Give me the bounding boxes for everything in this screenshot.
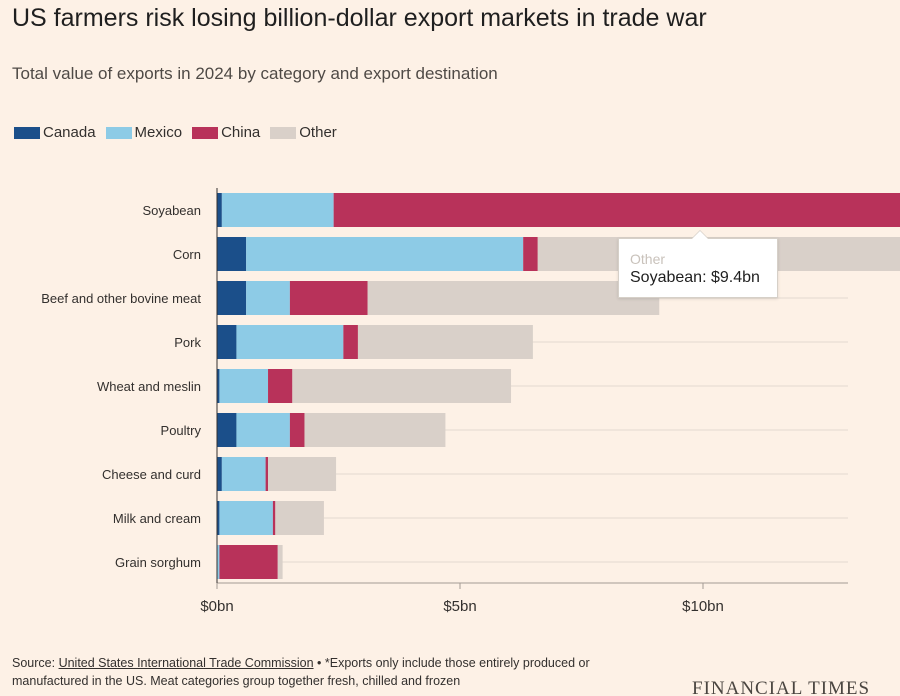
- tooltip-value: Soyabean: $9.4bn: [630, 269, 760, 286]
- tooltip-series: Other: [630, 251, 666, 267]
- bar-poultry-other: [304, 413, 446, 447]
- legend-item-china: China: [192, 124, 260, 141]
- category-label-grain-sorghum: Grain sorghum: [115, 555, 201, 570]
- bar-cheese-and-curd-china: [265, 457, 269, 491]
- bar-poultry-mexico: [236, 413, 290, 447]
- bar-cheese-and-curd-other: [268, 457, 337, 491]
- legend-swatch-china: [192, 126, 219, 139]
- legend-swatch-other: [270, 126, 297, 139]
- bar-beef-and-other-bovine-meat-other: [367, 281, 660, 315]
- legend-label-mexico: Mexico: [134, 124, 183, 141]
- legend-label-other: Other: [299, 124, 337, 141]
- legend-label-canada: Canada: [43, 124, 96, 141]
- bar-pork-china: [343, 325, 358, 359]
- bar-grain-sorghum-china: [219, 545, 278, 579]
- footnote: • *Exports only include those entirely p…: [12, 656, 590, 688]
- bar-poultry-canada: [217, 413, 237, 447]
- bar-pork-canada: [217, 325, 237, 359]
- brand-logo: FINANCIAL TIMES: [692, 678, 871, 696]
- bar-wheat-and-meslin-mexico: [219, 369, 269, 403]
- category-label-wheat-and-meslin: Wheat and meslin: [97, 379, 201, 394]
- x-tick-label-5: $5bn: [443, 598, 476, 615]
- source-label: Source:: [12, 656, 59, 670]
- chart-title: US farmers risk losing billion-dollar ex…: [12, 4, 707, 32]
- bar-cheese-and-curd-mexico: [221, 457, 266, 491]
- bar-corn-china: [523, 237, 538, 271]
- legend-item-other: Other: [270, 124, 337, 141]
- bar-corn-canada: [217, 237, 247, 271]
- bar-grain-sorghum-other: [277, 545, 283, 579]
- bar-chart: Soyabean Corn Beef and other bovine meat Po…: [41, 188, 900, 615]
- x-tick-label-0: $0bn: [200, 598, 233, 615]
- category-label-poultry: Poultry: [161, 423, 202, 438]
- bar-wheat-and-meslin-other: [292, 369, 512, 403]
- legend-item-mexico: Mexico: [105, 124, 183, 141]
- bar-beef-and-other-bovine-meat-canada: [217, 281, 247, 315]
- source-link[interactable]: United States International Trade Commis…: [58, 656, 314, 670]
- bar-beef-and-other-bovine-meat-mexico: [246, 281, 290, 315]
- category-label-corn: Corn: [173, 247, 201, 262]
- bar-corn-mexico: [246, 237, 524, 271]
- bar-milk-and-cream-mexico: [219, 501, 273, 535]
- bar-wheat-and-meslin-canada: [217, 369, 220, 403]
- bar-cheese-and-curd-canada: [217, 457, 222, 491]
- bar-milk-and-cream-canada: [217, 501, 220, 535]
- legend-swatch-canada: [14, 126, 40, 139]
- bar-soyabean-china: [333, 193, 900, 227]
- category-label-milk-and-cream: Milk and cream: [113, 511, 201, 526]
- category-label-beef-and-other-bovine-meat: Beef and other bovine meat: [41, 291, 201, 306]
- category-label-soyabean: Soyabean: [142, 203, 201, 218]
- bar-soyabean-mexico: [221, 193, 334, 227]
- x-tick-label-10: $10bn: [682, 598, 724, 615]
- bar-grain-sorghum-mexico: [217, 545, 220, 579]
- tooltip: Other Soyabean: $9.4bn: [618, 230, 778, 298]
- bar-soyabean-canada: [217, 193, 222, 227]
- bar-wheat-and-meslin-china: [268, 369, 293, 403]
- category-label-cheese-and-curd: Cheese and curd: [102, 467, 201, 482]
- bar-pork-other: [357, 325, 533, 359]
- legend-item-canada: Canada: [14, 124, 96, 141]
- legend-swatch-mexico: [105, 126, 132, 139]
- bar-milk-and-cream-other: [275, 501, 324, 535]
- footer-source-note: Source: United States International Trad…: [12, 654, 652, 690]
- bar-pork-mexico: [236, 325, 344, 359]
- bar-poultry-china: [289, 413, 305, 447]
- bar-milk-and-cream-china: [272, 501, 276, 535]
- legend: Canada Mexico China Other: [14, 124, 347, 141]
- bar-beef-and-other-bovine-meat-china: [289, 281, 368, 315]
- category-label-pork: Pork: [174, 335, 201, 350]
- chart-subtitle: Total value of exports in 2024 by catego…: [12, 64, 498, 83]
- legend-label-china: China: [221, 124, 261, 141]
